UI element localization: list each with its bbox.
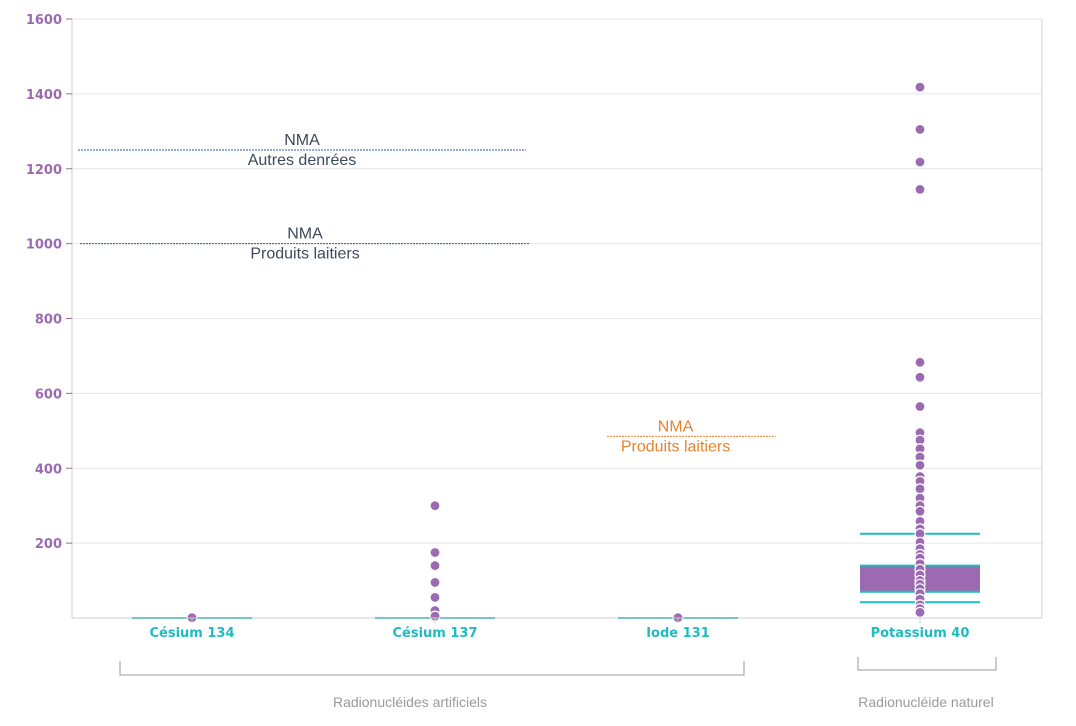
reference-lines: NMA Autres denrées NMA Produits laitiers NMA…: [78, 132, 776, 455]
x-tick-label: Iode 131: [646, 626, 710, 641]
y-tick-label: 1600: [26, 13, 62, 28]
outlier-point: [914, 356, 926, 368]
reference-label-bottom: Produits laitiers: [621, 438, 730, 455]
outlier-point: [914, 123, 926, 136]
outlier-point: [429, 591, 441, 604]
outlier-point: [914, 483, 926, 495]
gridlines: [72, 18, 1042, 544]
reference-label-top: NMA: [287, 226, 323, 243]
x-tick-label: Césium 134: [149, 626, 234, 641]
y-tick-label: 600: [35, 387, 62, 402]
outlier-point: [429, 500, 441, 512]
y-tick-label: 800: [35, 313, 62, 328]
group-bracket: [119, 661, 745, 676]
outlier-point: [429, 576, 441, 589]
x-tick-label: Césium 137: [392, 626, 477, 641]
reference-label-bottom: Autres denrées: [248, 152, 357, 169]
reference-label-top: NMA: [284, 132, 320, 149]
reference-label-bottom: Produits laitiers: [250, 246, 359, 263]
axes: 200 400 600 800 1000 1200 1400 1600 Césium 134 Cé…: [26, 13, 1043, 641]
outlier-point: [429, 559, 441, 572]
category-groups: Radionucléides artificiels Radionucléide …: [119, 657, 997, 710]
outlier-point: [914, 156, 926, 168]
y-tick-label: 400: [35, 462, 62, 477]
boxplot-césium-137: [375, 500, 495, 622]
x-tick-label: Potassium 40: [871, 626, 970, 641]
outlier-point: [914, 606, 926, 618]
group-bracket: [857, 657, 997, 671]
outlier-point: [429, 546, 441, 559]
outlier-point: [914, 459, 926, 471]
boxplot-potassium-40: [860, 81, 980, 618]
group-label: Radionucléide naturel: [858, 694, 993, 710]
outlier-point: [914, 183, 926, 195]
outlier-point: [914, 81, 926, 93]
outlier-point: [914, 505, 926, 517]
y-tick-label: 1000: [26, 238, 62, 253]
outlier-point: [914, 371, 926, 383]
group-label: Radionucléides artificiels: [333, 694, 487, 710]
outlier-point: [914, 400, 926, 413]
y-tick-label: 1400: [26, 88, 62, 103]
reference-label-top: NMA: [658, 418, 694, 435]
y-tick-label: 1200: [26, 163, 62, 178]
y-tick-label: 200: [35, 537, 62, 552]
